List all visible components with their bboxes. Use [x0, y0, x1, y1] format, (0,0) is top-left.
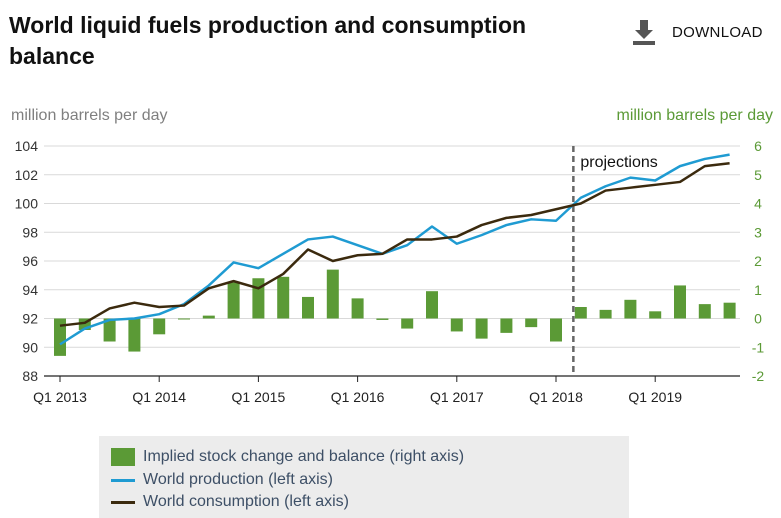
chart-title: World liquid fuels production and consum…: [9, 12, 527, 69]
right-tick-label: 0: [754, 311, 762, 327]
left-axis-unit: million barrels per day: [11, 107, 168, 124]
projection-label: projections: [580, 154, 657, 171]
bar: [599, 309, 612, 319]
chart-canvas: 88 90 92 94 96 98 100 102 104 -2 -1 0 1 2 3 4 5 6 Q1 2013 Q…: [15, 138, 765, 405]
legend-swatch-bar: [111, 448, 135, 466]
left-tick-label: 104: [15, 138, 39, 154]
legend-item-stock-change: Implied stock change and balance (right …: [111, 448, 464, 466]
bar: [326, 269, 339, 319]
bar: [475, 318, 488, 339]
right-tick-label: -1: [752, 339, 765, 355]
left-tick-label: 102: [15, 167, 39, 183]
consumption-line: [59, 162, 730, 327]
bar: [351, 298, 364, 319]
bar: [723, 302, 736, 319]
left-tick-label: 94: [22, 282, 38, 298]
bar: [649, 311, 662, 319]
right-tick-label: 2: [754, 253, 762, 269]
download-icon: [633, 20, 655, 45]
left-tick-label: 90: [22, 339, 38, 355]
bar: [698, 304, 711, 319]
legend-label-production: World production (left axis): [143, 471, 333, 488]
bar: [277, 276, 290, 319]
x-tick-label: Q1 2018: [529, 389, 583, 405]
bar: [574, 307, 587, 319]
legend-item-consumption: World consumption (left axis): [111, 493, 349, 511]
x-tick-label: Q1 2019: [628, 389, 682, 405]
bar: [624, 299, 637, 319]
left-tick-label: 92: [22, 311, 38, 327]
bar: [302, 296, 314, 319]
right-axis-unit: million barrels per day: [616, 107, 773, 124]
bar: [252, 278, 265, 319]
bar: [202, 315, 215, 319]
legend-swatch-consumption: [111, 500, 135, 504]
bar: [550, 318, 562, 342]
legend-label-consumption: World consumption (left axis): [143, 493, 349, 510]
bar: [426, 291, 438, 319]
x-tick-label: Q1 2014: [132, 389, 186, 405]
bar: [674, 285, 686, 319]
bar: [78, 318, 91, 330]
legend-item-production: World production (left axis): [111, 471, 333, 489]
bar: [227, 282, 240, 319]
right-tick-label: -2: [752, 368, 765, 384]
download-label: DOWNLOAD: [672, 23, 763, 41]
right-tick-label: 6: [754, 138, 762, 154]
left-tick-label: 100: [15, 196, 39, 212]
bar: [153, 318, 166, 335]
download-button[interactable]: DOWNLOAD: [630, 18, 763, 46]
bar: [178, 318, 190, 320]
bar: [401, 318, 414, 329]
left-tick-label: 96: [22, 253, 38, 269]
production-line: [59, 153, 730, 346]
legend-swatch-production: [111, 478, 135, 482]
x-tick-label: Q1 2017: [430, 389, 484, 405]
bar: [54, 318, 66, 356]
x-tick-label: Q1 2013: [33, 389, 87, 405]
legend-label-stock-change: Implied stock change and balance (right …: [143, 448, 465, 465]
right-tick-label: 1: [754, 282, 762, 298]
bar: [128, 318, 141, 352]
bar: [500, 318, 513, 333]
bar: [450, 318, 463, 332]
bar: [525, 318, 538, 328]
x-tick-label: Q1 2015: [232, 389, 286, 405]
bar: [103, 318, 116, 342]
left-tick-label: 98: [22, 224, 38, 240]
x-tick-label: Q1 2016: [331, 389, 385, 405]
right-tick-label: 3: [754, 224, 762, 240]
right-tick-label: 5: [754, 167, 762, 183]
bar: [376, 318, 389, 320]
legend: Implied stock change and balance (right …: [99, 436, 629, 518]
right-tick-label: 4: [754, 196, 762, 212]
left-tick-label: 88: [22, 368, 38, 384]
